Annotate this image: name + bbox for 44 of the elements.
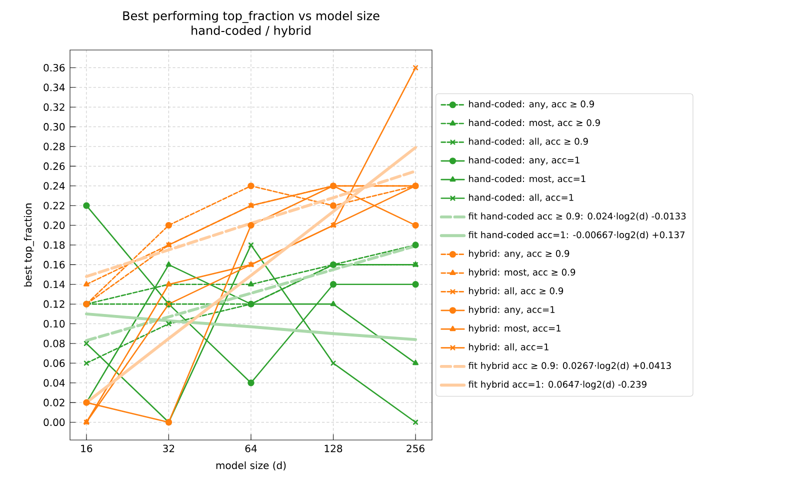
y-tick-label: 0.20 bbox=[44, 222, 65, 230]
legend-label: hand-coded: all, acc=1 bbox=[469, 194, 574, 202]
y-tick-label: 0.36 bbox=[44, 64, 65, 72]
chart-subtitle: hand-coded / hybrid bbox=[192, 26, 310, 38]
legend-label: hybrid: all, acc ≥ 0.9 bbox=[469, 287, 564, 296]
legend-label: hand-coded: most, acc ≥ 0.9 bbox=[469, 119, 600, 128]
y-tick-label: 0.16 bbox=[44, 260, 65, 268]
legend-label: fit hand-coded acc ≥ 0.9: 0.024·log2(d) -0.0133 bbox=[468, 212, 686, 222]
y-tick-label: 0.12 bbox=[44, 300, 64, 308]
legend-label: hybrid: all, acc=1 bbox=[469, 343, 548, 352]
y-tick-label: 0.22 bbox=[44, 202, 64, 210]
legend-label: fit hybrid acc ≥ 0.9: 0.0267·log2(d) +0.0413 bbox=[468, 362, 671, 371]
legend-label: hybrid: most, acc=1 bbox=[469, 324, 561, 334]
y-tick-label: 0.28 bbox=[44, 142, 65, 150]
y-tick-label: 0.08 bbox=[44, 340, 65, 348]
legend-label: hybrid: any, acc ≥ 0.9 bbox=[469, 250, 570, 259]
legend-label: hybrid: any, acc=1 bbox=[469, 306, 555, 315]
y-tick-label: 0.06 bbox=[44, 359, 65, 367]
chart-title: Best performing top_fraction vs model size bbox=[123, 11, 380, 23]
y-tick-label: 0.14 bbox=[44, 280, 65, 288]
y-tick-label: 0.00 bbox=[44, 418, 65, 426]
legend-label: fit hand-coded acc=1: -0.00667·log2(d) +0.137 bbox=[468, 231, 684, 240]
x-tick-label: 16 bbox=[81, 444, 92, 452]
y-tick-label: 0.30 bbox=[44, 123, 65, 131]
y-tick-label: 0.02 bbox=[44, 398, 64, 406]
y-tick-label: 0.18 bbox=[44, 241, 65, 249]
x-tick-label: 64 bbox=[245, 444, 257, 452]
legend-label: hand-coded: any, acc ≥ 0.9 bbox=[469, 100, 594, 110]
x-tick-label: 32 bbox=[163, 444, 174, 452]
x-axis-title: model size (d) bbox=[216, 461, 286, 470]
y-tick-label: 0.10 bbox=[44, 320, 65, 328]
x-tick-label: 128 bbox=[324, 444, 342, 452]
y-tick-label: 0.32 bbox=[44, 103, 64, 111]
legend-label: hybrid: most, acc ≥ 0.9 bbox=[469, 268, 576, 278]
y-tick-label: 0.24 bbox=[44, 182, 65, 190]
legend-label: hand-coded: any, acc=1 bbox=[469, 156, 580, 166]
x-tick-label: 256 bbox=[406, 444, 424, 452]
y-tick-label: 0.26 bbox=[44, 162, 65, 170]
y-tick-label: 0.34 bbox=[44, 84, 65, 92]
y-tick-label: 0.04 bbox=[44, 379, 65, 387]
y-axis-title: best top_fraction bbox=[24, 204, 34, 286]
legend-label: hand-coded: most, acc=1 bbox=[469, 175, 586, 184]
legend-label: hand-coded: all, acc ≥ 0.9 bbox=[469, 138, 588, 146]
legend-label: fit hybrid acc=1: 0.0647·log2(d) -0.239 bbox=[468, 380, 646, 390]
